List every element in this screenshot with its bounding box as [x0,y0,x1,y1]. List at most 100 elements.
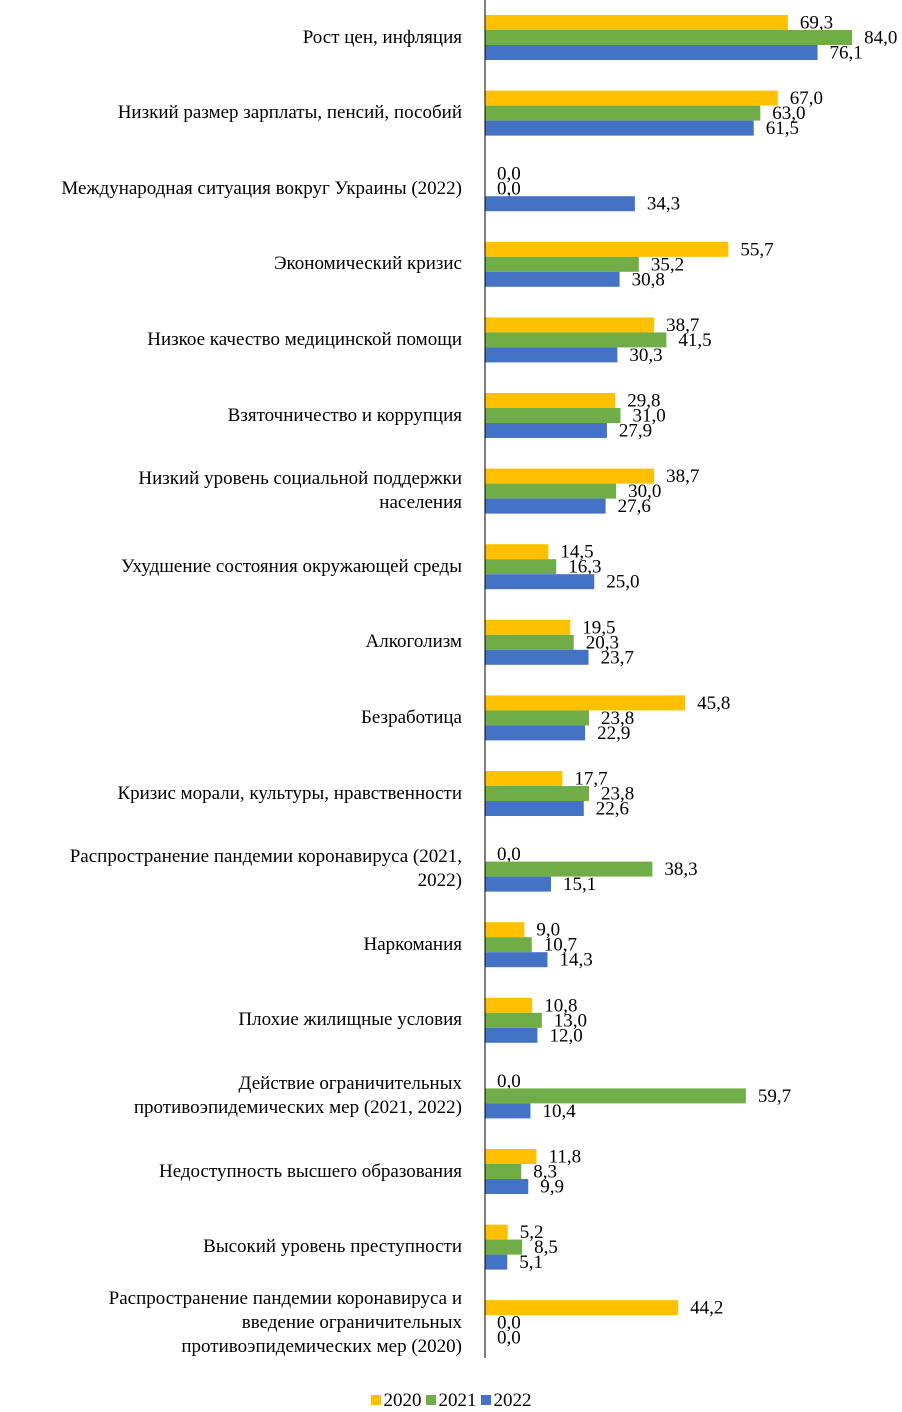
data-label-2021: 38,3 [664,859,697,880]
bar-2022 [485,649,589,665]
category-label-line: Действие ограничительных [238,1072,462,1094]
bar-2020 [485,544,549,560]
bar-2022 [485,423,607,438]
data-label-2021: 41,5 [678,330,711,351]
data-label-2020: 45,8 [697,693,730,714]
data-label-2020: 0,0 [497,844,521,865]
data-label-2020: 69,3 [800,13,833,34]
data-label-2021: 35,2 [651,254,684,275]
bar-2021 [485,332,667,348]
data-label-2021: 8,3 [533,1162,557,1183]
bar-2021 [485,256,639,272]
legend: 2020 2021 2022 [0,1390,902,1412]
data-label-2020: 14,5 [560,542,593,563]
category-label-line: Низкий уровень социальной поддержки [138,468,462,490]
legend-label: 2021 [438,1390,477,1411]
bar-2021 [485,634,574,650]
bar-2022 [485,725,586,741]
category-label: Алкоголизм [2,630,462,654]
bar-2020 [485,1149,537,1164]
data-label-2021: 10,7 [544,935,577,956]
bar-2022 [485,196,635,212]
bar-2021 [485,483,617,499]
data-label-2020: 0,0 [497,1071,521,1092]
data-label-2022: 27,9 [619,421,652,442]
bar-2022 [485,45,818,60]
data-label-2021: 16,3 [568,557,601,578]
category-label-line: Ухудшение состояния окружающей среды [121,555,462,577]
legend-label: 2022 [493,1390,532,1411]
data-label-2022: 23,7 [601,647,634,668]
data-label-2022: 10,4 [542,1101,576,1122]
data-label-2022: 22,9 [597,723,630,744]
data-label-2022: 9,9 [540,1177,564,1198]
data-label-2021: 23,8 [601,784,634,805]
data-label-2021: 0,0 [497,179,521,200]
category-label-line: Недоступность высшего образования [158,1160,462,1182]
legend-item-2020: 2020 [370,1390,422,1412]
category-label: Низкий размер зарплаты, пенсий, пособий [2,101,462,125]
bar-2021 [485,559,557,575]
bar-2020 [485,241,729,257]
category-label-line: Международная ситуация вокруг Украины (2… [61,177,462,199]
legend-swatch [425,1395,436,1405]
data-label-2021: 63,0 [772,103,805,124]
bar-2020 [485,695,686,711]
data-label-2022: 12,0 [549,1025,582,1046]
category-label: Распространение пандемии коронавируса (2… [2,845,462,893]
data-label-2022: 14,3 [559,950,592,971]
bar-2020 [485,15,788,30]
bar-2022 [485,1254,508,1270]
data-label-2020: 67,0 [790,88,823,109]
bar-2021 [485,937,532,953]
bar-2021 [485,1239,523,1255]
data-label-2020: 0,0 [497,164,521,185]
legend-swatch [370,1395,381,1405]
bar-2020 [485,1224,508,1240]
bar-2022 [485,1027,538,1043]
legend-item-2021: 2021 [425,1390,477,1412]
data-label-2021: 84,0 [864,28,897,49]
data-label-2022: 34,3 [647,194,680,215]
bar-2021 [485,861,653,877]
legend-item-2022: 2022 [480,1390,532,1412]
category-label: Ухудшение состояния окружающей среды [2,555,462,579]
bar-2022 [485,1179,529,1194]
data-label-2020: 11,8 [549,1147,582,1168]
data-label-2022: 30,3 [629,345,662,366]
bar-2021 [485,1088,746,1104]
category-label-line: Высокий уровень преступности [203,1236,462,1258]
data-label-2021: 31,0 [632,406,665,427]
category-label: Взяточничество и коррупция [2,404,462,428]
bar-2021 [485,30,853,45]
data-label-2022: 22,6 [596,799,629,820]
data-label-2021: 8,5 [534,1237,558,1258]
legend-label: 2020 [383,1390,422,1411]
bar-2022 [485,952,548,968]
category-label-line: Наркомания [363,933,462,955]
bar-2021 [485,710,590,726]
bar-2021 [485,1012,542,1028]
bar-2022 [485,498,606,514]
data-label-2021: 30,0 [628,481,661,502]
data-label-2022: 27,6 [618,496,651,517]
category-label-line: введение ограничительных [241,1311,462,1333]
bar-2020 [485,619,571,635]
category-label-line: Распространение пандемии коронавируса и [108,1287,462,1309]
bar-2020 [485,317,655,333]
data-label-2021: 20,3 [586,632,619,653]
data-label-2020: 55,7 [740,239,773,260]
bar-2020 [485,1300,679,1316]
category-label: Рост цен, инфляция [2,26,462,50]
bar-2022 [485,574,595,590]
category-label-line: 2022) [417,870,462,892]
bar-2022 [485,120,754,136]
category-label-line: Взяточничество и коррупция [227,404,462,426]
data-label-2020: 5,2 [520,1222,544,1243]
data-label-2021: 13,0 [554,1010,587,1031]
category-label: Недоступность высшего образования [2,1160,462,1184]
category-label-line: Рост цен, инфляция [302,26,462,48]
bar-2020 [485,90,778,106]
bar-2020 [485,771,563,786]
